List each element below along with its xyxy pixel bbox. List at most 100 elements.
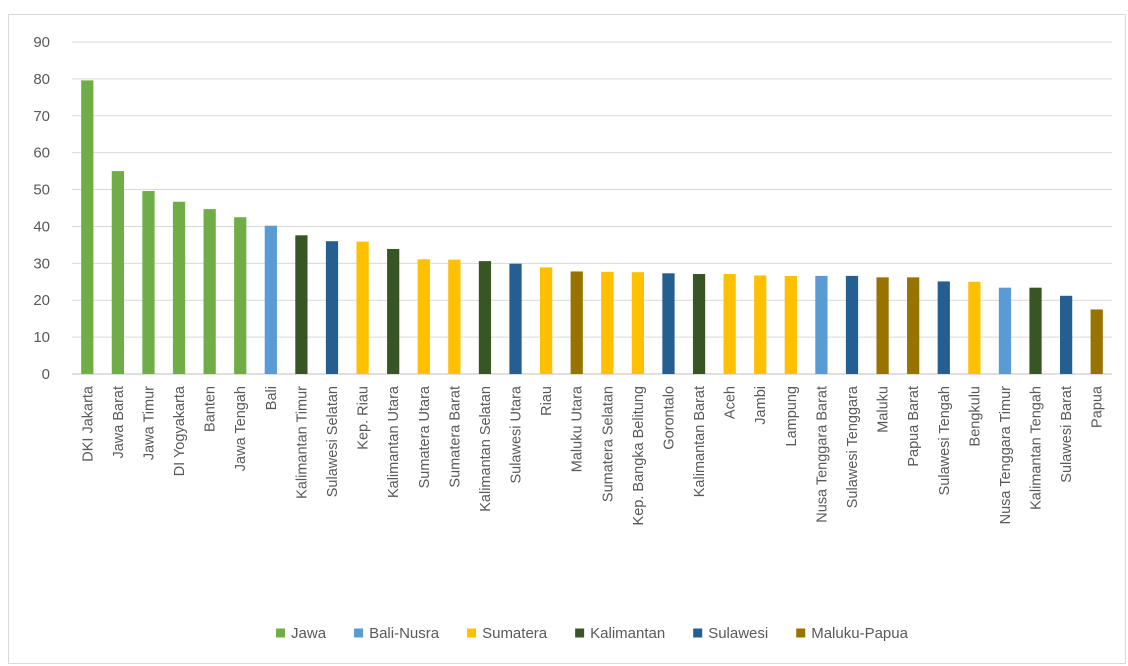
bar [111,171,124,374]
x-tick-label: Jawa Tengah [233,386,249,471]
bar [968,281,981,374]
y-tick-label: 10 [33,329,50,346]
x-tick-label: Maluku Utara [570,385,586,472]
x-tick-label: Kalimantan Utara [386,385,402,498]
x-tick-label: Kalimantan Barat [692,386,708,497]
bar [356,241,369,374]
bar [387,248,400,374]
bar [203,209,216,374]
bar [417,259,430,374]
x-tick-label: Sumatera Utara [417,385,433,488]
bar [723,274,736,374]
bar [234,217,247,374]
x-tick-label: Sumatera Selatan [600,386,616,502]
legend-label: Jawa [291,625,327,642]
legend-label: Maluku-Papua [811,625,908,642]
bar [876,277,889,374]
legend-item: Kalimantan [575,625,665,642]
legend-item: Sumatera [467,625,548,642]
x-tick-label: Sulawesi Tenggara [845,385,861,508]
legend-item: Sulawesi [693,625,768,642]
legend-item: Bali-Nusra [354,625,440,642]
bar [998,287,1012,374]
bar [325,241,339,374]
x-tick-label: Jawa Timur [141,386,157,460]
x-tick-label: Sulawesi Selatan [325,386,341,497]
y-tick-label: 50 [33,182,50,199]
legend-label: Bali-Nusra [369,625,440,642]
bar [264,225,277,374]
bar [81,80,94,374]
y-tick-label: 0 [42,366,50,383]
x-tick-label: Jambi [753,386,769,425]
x-tick-label: Bengkulu [967,386,983,446]
x-tick-label: DI Yogyakarta [172,385,188,476]
legend-label: Kalimantan [590,625,665,642]
legend-swatch [693,628,703,638]
bar [570,271,583,374]
bar [662,273,675,374]
bar [448,259,461,374]
y-tick-label: 70 [33,108,50,125]
bar [631,272,644,374]
legend: Jawa Bali-Nusra Sumatera Kalimantan Sulawesi… [276,625,909,642]
bar [540,267,553,374]
x-tick-label: Maluku [876,386,892,433]
x-tick-label: Bali [264,386,280,410]
bar [601,271,614,374]
bar [754,275,767,374]
y-tick-label: 40 [33,218,50,235]
x-tick-label: Nusa Tenggara Timur [998,386,1014,525]
x-tick-label: Gorontalo [661,386,677,450]
bar [692,274,706,374]
legend-label: Sumatera [482,625,548,642]
bars [81,80,1103,374]
bar [907,277,920,374]
y-tick-label: 90 [33,34,50,51]
legend-item: Jawa [276,625,327,642]
x-tick-label: Sulawesi Tengah [937,386,953,495]
legend-item: Maluku-Papua [796,625,909,642]
x-tick-label: Nusa Tenggara Barat [814,386,830,523]
y-tick-label: 20 [33,292,50,309]
x-tick-label: Kalimantan Selatan [478,386,494,512]
bar [1029,287,1042,374]
bar [509,263,522,374]
bar [172,201,186,374]
legend-label: Sulawesi [708,625,768,642]
x-tick-label: Kep. Bangka Belitung [631,386,647,525]
bar [295,235,308,374]
x-tick-label: Papua [1090,385,1106,428]
x-tick-label: Jawa Barat [111,386,127,459]
legend-swatch [575,628,585,638]
x-tick-label: Lampung [784,386,800,446]
bar [1090,309,1103,374]
x-tick-label: Kalimantan Tengah [1029,386,1045,510]
x-tick-label: Sulawesi Utara [509,385,525,483]
legend-swatch [796,628,806,638]
x-tick-label: DKI Jakarta [80,385,96,462]
bar [1060,295,1073,374]
legend-swatch [354,628,364,638]
legend-swatch [467,628,477,638]
bar [815,275,828,374]
x-tick-label: Kalimantan Timur [294,386,310,499]
y-tick-label: 60 [33,145,50,162]
y-tick-label: 80 [33,71,50,88]
x-tick-label: Riau [539,386,555,416]
x-tick-label: Sumatera Barat [447,386,463,488]
bar [845,275,859,374]
x-tick-label: Banten [203,386,219,432]
y-axis-tick-labels: 0 10 20 30 40 50 60 70 80 90 [33,34,50,383]
x-axis-tick-labels: DKI Jakarta Jawa Barat Jawa Timur DI Yogyak… [80,385,1105,525]
bar [478,261,492,374]
legend-swatch [276,628,286,638]
x-tick-label: Kep. Riau [356,386,372,450]
bar [142,191,155,374]
x-tick-label: Aceh [723,386,739,419]
x-tick-label: Sulawesi Barat [1059,386,1075,483]
bar [937,281,950,374]
y-tick-label: 30 [33,255,50,272]
bar [784,275,797,374]
